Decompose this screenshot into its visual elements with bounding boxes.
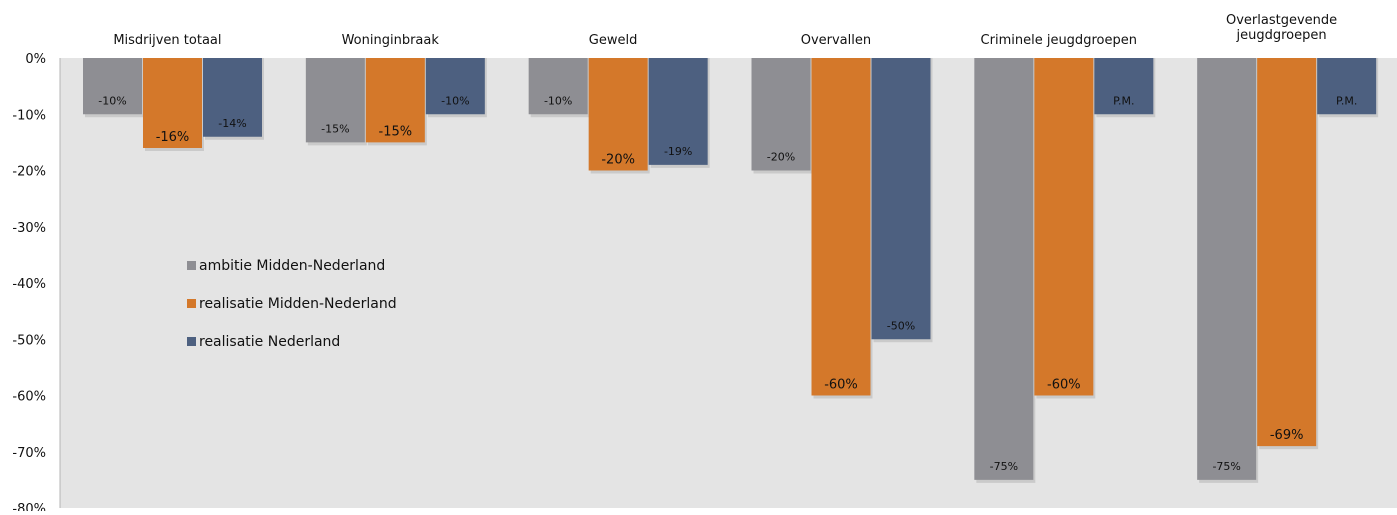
data-label: P.M. (1336, 94, 1357, 107)
category-label: Overlastgevende (1226, 13, 1337, 28)
bar (425, 58, 485, 115)
data-label: -16% (156, 130, 190, 145)
y-tick-label: -10% (12, 108, 46, 123)
category-label: Woninginbraak (342, 33, 440, 48)
legend-swatch (187, 337, 196, 346)
bar (1197, 58, 1257, 480)
bar (1094, 58, 1154, 115)
category-label: Misdrijven totaal (113, 33, 221, 48)
y-tick-label: -30% (12, 221, 46, 236)
data-label: -75% (990, 460, 1018, 473)
data-label: -60% (1047, 378, 1081, 393)
bar (528, 58, 588, 115)
category-label: Overvallen (801, 33, 871, 48)
data-label: -10% (441, 94, 469, 107)
legend-swatch (187, 299, 196, 308)
bar (365, 58, 425, 143)
bar (143, 58, 202, 148)
data-label: -69% (1270, 428, 1304, 443)
bar (1317, 58, 1377, 115)
y-tick-label: -40% (12, 277, 46, 292)
data-label: -15% (321, 122, 349, 135)
data-label: P.M. (1113, 94, 1134, 107)
data-label: -15% (379, 124, 413, 139)
bar (305, 58, 365, 143)
category-label: Geweld (589, 33, 638, 48)
data-label: -50% (887, 319, 915, 332)
data-label: -14% (218, 117, 246, 130)
bar (588, 58, 648, 171)
data-label: -10% (544, 94, 572, 107)
bar (751, 58, 811, 171)
legend-label: realisatie Nederland (199, 334, 340, 350)
bar (974, 58, 1034, 480)
bar (1034, 58, 1094, 396)
y-tick-label: -20% (12, 165, 46, 180)
data-label: -10% (98, 94, 126, 107)
bar (1257, 58, 1317, 447)
category-label: Criminele jeugdgroepen (981, 33, 1137, 48)
legend-label: ambitie Midden-Nederland (199, 258, 385, 274)
bar (871, 58, 931, 340)
legend-label: realisatie Midden-Nederland (199, 296, 397, 312)
bar (811, 58, 871, 396)
bar (203, 58, 262, 137)
y-tick-label: -50% (12, 333, 46, 348)
y-tick-label: -80% (12, 502, 46, 511)
y-tick-label: -70% (12, 446, 46, 461)
plot-area (60, 58, 1397, 508)
legend-swatch (187, 261, 196, 270)
bar (648, 58, 708, 165)
data-label: -20% (601, 153, 635, 168)
bar (83, 58, 142, 115)
data-label: -19% (664, 145, 692, 158)
data-label: -20% (767, 151, 795, 164)
y-tick-label: 0% (25, 52, 46, 67)
data-label: -60% (824, 378, 858, 393)
data-label: -75% (1212, 460, 1240, 473)
category-label: jeugdgroepen (1236, 28, 1327, 43)
y-tick-label: -60% (12, 390, 46, 405)
